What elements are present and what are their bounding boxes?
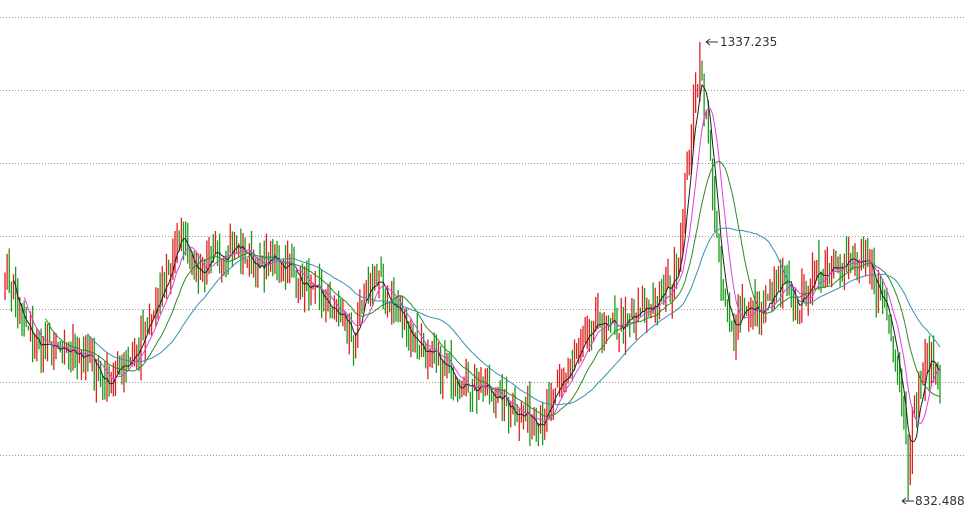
high-label: 1337.235: [720, 35, 777, 49]
ma-line-blue: [87, 227, 941, 406]
low-label: 832.488: [915, 494, 965, 508]
gridlines: [0, 17, 965, 456]
candles: [4, 42, 941, 501]
low-arrow: [901, 497, 914, 505]
high-arrow: [705, 38, 718, 46]
ma-line-black: [13, 83, 941, 443]
moving-averages: [13, 83, 941, 443]
ma-line-magenta: [23, 108, 941, 424]
annotations: 1337.235 832.488: [705, 35, 965, 508]
ma-line-green: [44, 160, 941, 418]
